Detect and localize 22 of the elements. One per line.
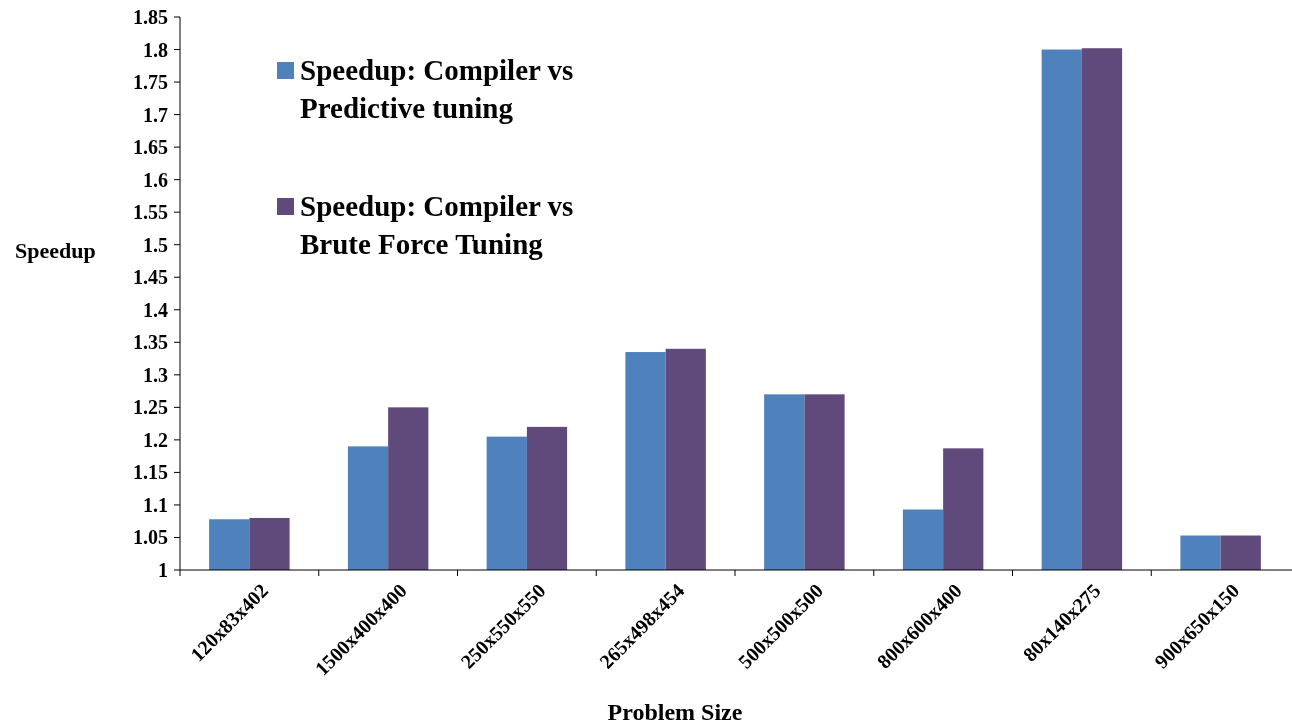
y-tick-label: 1.7 [143,103,168,126]
legend-label: Speedup: Compiler vs Brute Force Tuning [300,190,574,260]
y-tick-label: 1.1 [143,493,168,516]
y-tick-label: 1.35 [133,331,168,354]
y-tick-label: 1.2 [143,428,168,451]
y-tick-label: 1.25 [133,396,168,419]
y-tick-label: 1.6 [143,168,168,191]
y-tick-label: 1.05 [133,526,168,549]
y-tick-label: 1.8 [143,38,168,61]
y-tick-label: 1.55 [133,201,168,224]
y-tick-label: 1.4 [143,298,168,321]
y-tick-label: 1.85 [133,6,168,28]
y-tick-label: 1.65 [133,136,168,159]
y-tick-label: 1 [158,559,168,581]
y-tick-label: 1.15 [133,461,168,484]
y-tick-label: 1.5 [143,233,168,256]
y-tick-label: 1.75 [133,71,168,94]
y-tick-label: 1.45 [133,266,168,289]
y-axis-title: Speedup [15,238,96,263]
x-axis-title: Problem Size [607,699,743,724]
legend-label: Speedup: Compiler vs Predictive tuning [300,54,574,124]
y-tick-label: 1.3 [143,363,168,386]
